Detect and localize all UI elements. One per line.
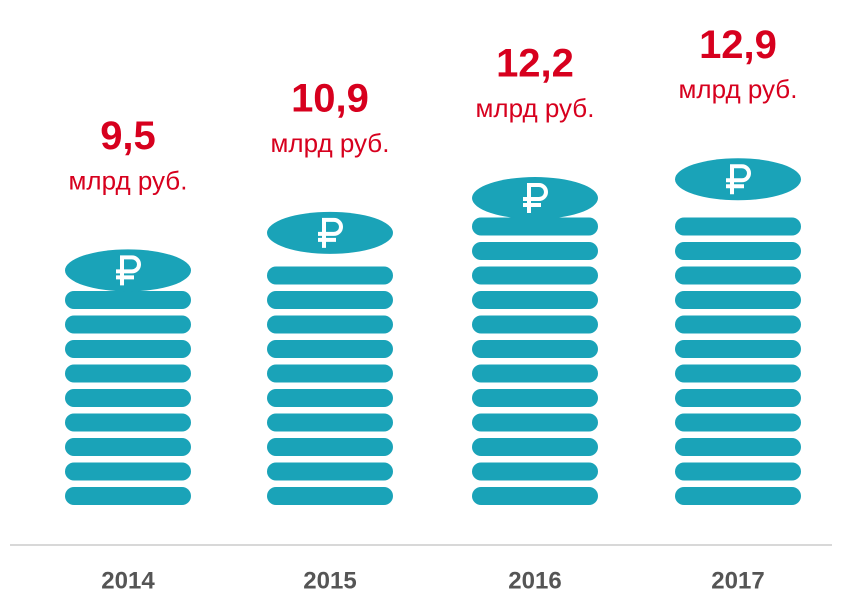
value-label: 12,2 — [496, 42, 574, 86]
coin-stack — [267, 211, 393, 505]
coin — [675, 462, 801, 481]
coin — [267, 291, 393, 309]
coin — [65, 291, 191, 309]
x-tick-label: 2017 — [711, 567, 764, 594]
coin — [675, 364, 801, 383]
coin — [675, 315, 801, 334]
coin — [675, 389, 801, 407]
coin-stack — [65, 249, 191, 505]
coin — [472, 266, 598, 285]
coin — [267, 315, 393, 334]
coin — [65, 462, 191, 481]
coin — [267, 340, 393, 358]
coin — [267, 389, 393, 407]
coin — [65, 340, 191, 358]
coin — [472, 389, 598, 407]
unit-label: млрд руб. — [679, 74, 798, 104]
x-tick-label: 2016 — [508, 567, 561, 594]
coin — [675, 266, 801, 285]
coin — [267, 413, 393, 432]
coin — [65, 315, 191, 334]
coin — [472, 242, 598, 260]
coin — [267, 266, 393, 285]
unit-label: млрд руб. — [476, 93, 595, 123]
coin — [675, 438, 801, 456]
coin — [675, 217, 801, 236]
coin — [675, 291, 801, 309]
unit-label: млрд руб. — [271, 128, 390, 158]
ruble-icon — [726, 164, 751, 195]
x-tick-label: 2015 — [303, 567, 356, 594]
coin — [472, 315, 598, 334]
value-label: 9,5 — [100, 114, 156, 158]
coin — [675, 413, 801, 432]
coin — [472, 291, 598, 309]
coin — [472, 413, 598, 432]
coin — [472, 364, 598, 383]
value-label: 12,9 — [699, 23, 777, 67]
coin — [65, 413, 191, 432]
coin — [65, 438, 191, 456]
coin — [472, 462, 598, 481]
ruble-icon — [116, 255, 141, 286]
coin — [675, 487, 801, 505]
coin — [267, 487, 393, 505]
coin-stack — [472, 177, 598, 505]
unit-label: млрд руб. — [69, 165, 188, 195]
coin — [472, 340, 598, 358]
coin — [267, 438, 393, 456]
coin-stack — [675, 158, 801, 505]
coin — [472, 438, 598, 456]
coin — [65, 389, 191, 407]
coin — [675, 242, 801, 260]
ruble-icon — [523, 183, 548, 214]
value-label: 10,9 — [291, 76, 369, 120]
x-tick-label: 2014 — [101, 567, 155, 594]
coin — [65, 487, 191, 505]
coin — [472, 487, 598, 505]
ruble-icon — [318, 217, 343, 248]
coin — [267, 462, 393, 481]
coin — [675, 340, 801, 358]
coin — [472, 217, 598, 236]
coin — [65, 364, 191, 383]
coin — [267, 364, 393, 383]
